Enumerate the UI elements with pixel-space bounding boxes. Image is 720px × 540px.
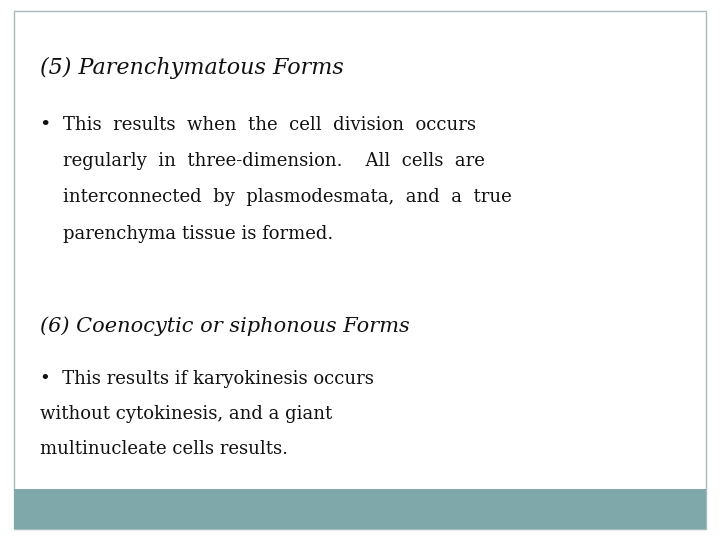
FancyBboxPatch shape [14,489,706,529]
Text: This  results  when  the  cell  division  occurs: This results when the cell division occu… [40,116,476,134]
Text: multinucleate cells results.: multinucleate cells results. [40,440,287,458]
Text: regularly  in  three-dimension.    All  cells  are: regularly in three-dimension. All cells … [40,152,485,170]
Text: (6) Coenocytic or siphonous Forms: (6) Coenocytic or siphonous Forms [40,316,410,335]
Text: without cytokinesis, and a giant: without cytokinesis, and a giant [40,405,332,423]
FancyBboxPatch shape [14,11,706,529]
Text: parenchyma tissue is formed.: parenchyma tissue is formed. [40,225,333,242]
Text: •: • [40,116,51,134]
Text: (5) Parenchymatous Forms: (5) Parenchymatous Forms [40,57,343,79]
Text: •  This results if karyokinesis occurs: • This results if karyokinesis occurs [40,370,374,388]
Text: interconnected  by  plasmodesmata,  and  a  true: interconnected by plasmodesmata, and a t… [40,188,511,206]
